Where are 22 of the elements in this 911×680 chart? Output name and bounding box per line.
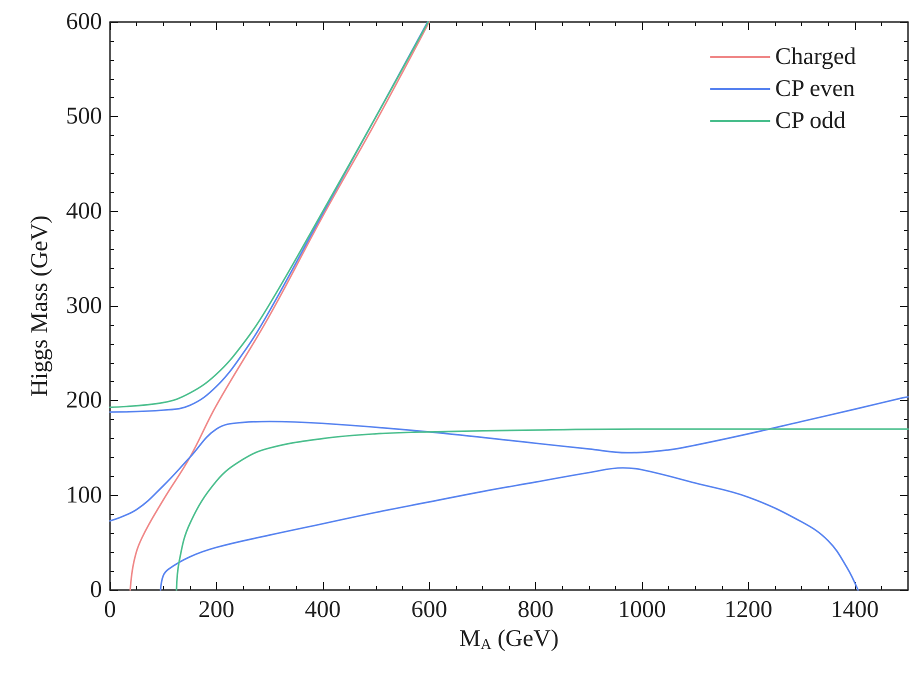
x-tick-label: 1200	[724, 597, 772, 623]
y-axis-title: Higgs Mass (GeV)	[27, 215, 53, 397]
x-tick-label: 1400	[830, 597, 879, 623]
x-tick-label: 200	[198, 597, 234, 623]
x-tick-label: 1000	[618, 597, 666, 623]
x-tick-label: 800	[518, 597, 554, 623]
y-tick-label: 600	[66, 9, 102, 35]
y-tick-label: 500	[66, 104, 102, 130]
y-tick-label: 100	[66, 482, 102, 508]
line-series	[109, 396, 909, 522]
line-series	[160, 467, 859, 591]
x-tick-label: 600	[411, 597, 448, 623]
y-tick-label: 300	[66, 293, 102, 319]
y-tick-label: 200	[66, 388, 102, 414]
y-tick-label: 0	[90, 577, 102, 603]
line-series	[176, 428, 909, 591]
line-series	[129, 21, 430, 591]
y-tick-label: 400	[66, 198, 102, 224]
legend-label: Charged	[775, 44, 856, 70]
legend-label: CP even	[775, 76, 855, 102]
legend-label: CP odd	[775, 108, 846, 134]
x-tick-label: 400	[304, 597, 341, 623]
